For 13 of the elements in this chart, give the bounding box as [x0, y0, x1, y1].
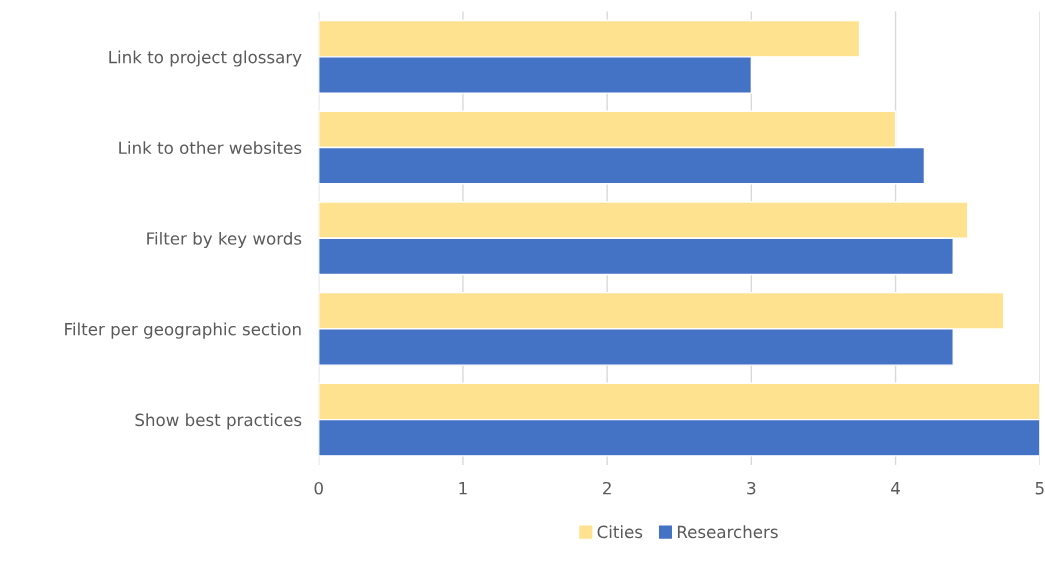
x-tick-label: 0 — [314, 481, 323, 495]
y-tick-label: Filter by key words — [147, 231, 302, 249]
y-tick-label: Show best practices — [135, 413, 302, 430]
x-tick-label: 5 — [1035, 482, 1044, 495]
y-tick-label: Link to project glossary — [109, 50, 302, 67]
legend-label: Cities — [597, 525, 643, 539]
x-tick-label: 1 — [459, 482, 467, 495]
x-tick-label: 2 — [603, 481, 611, 495]
legend-label: Researchers — [677, 525, 778, 539]
x-tick-label: 3 — [747, 481, 756, 495]
y-tick-label: Filter per geographic section — [65, 322, 301, 339]
y-tick-label: Link to other websites — [119, 141, 302, 155]
x-tick-label: 4 — [891, 482, 900, 495]
